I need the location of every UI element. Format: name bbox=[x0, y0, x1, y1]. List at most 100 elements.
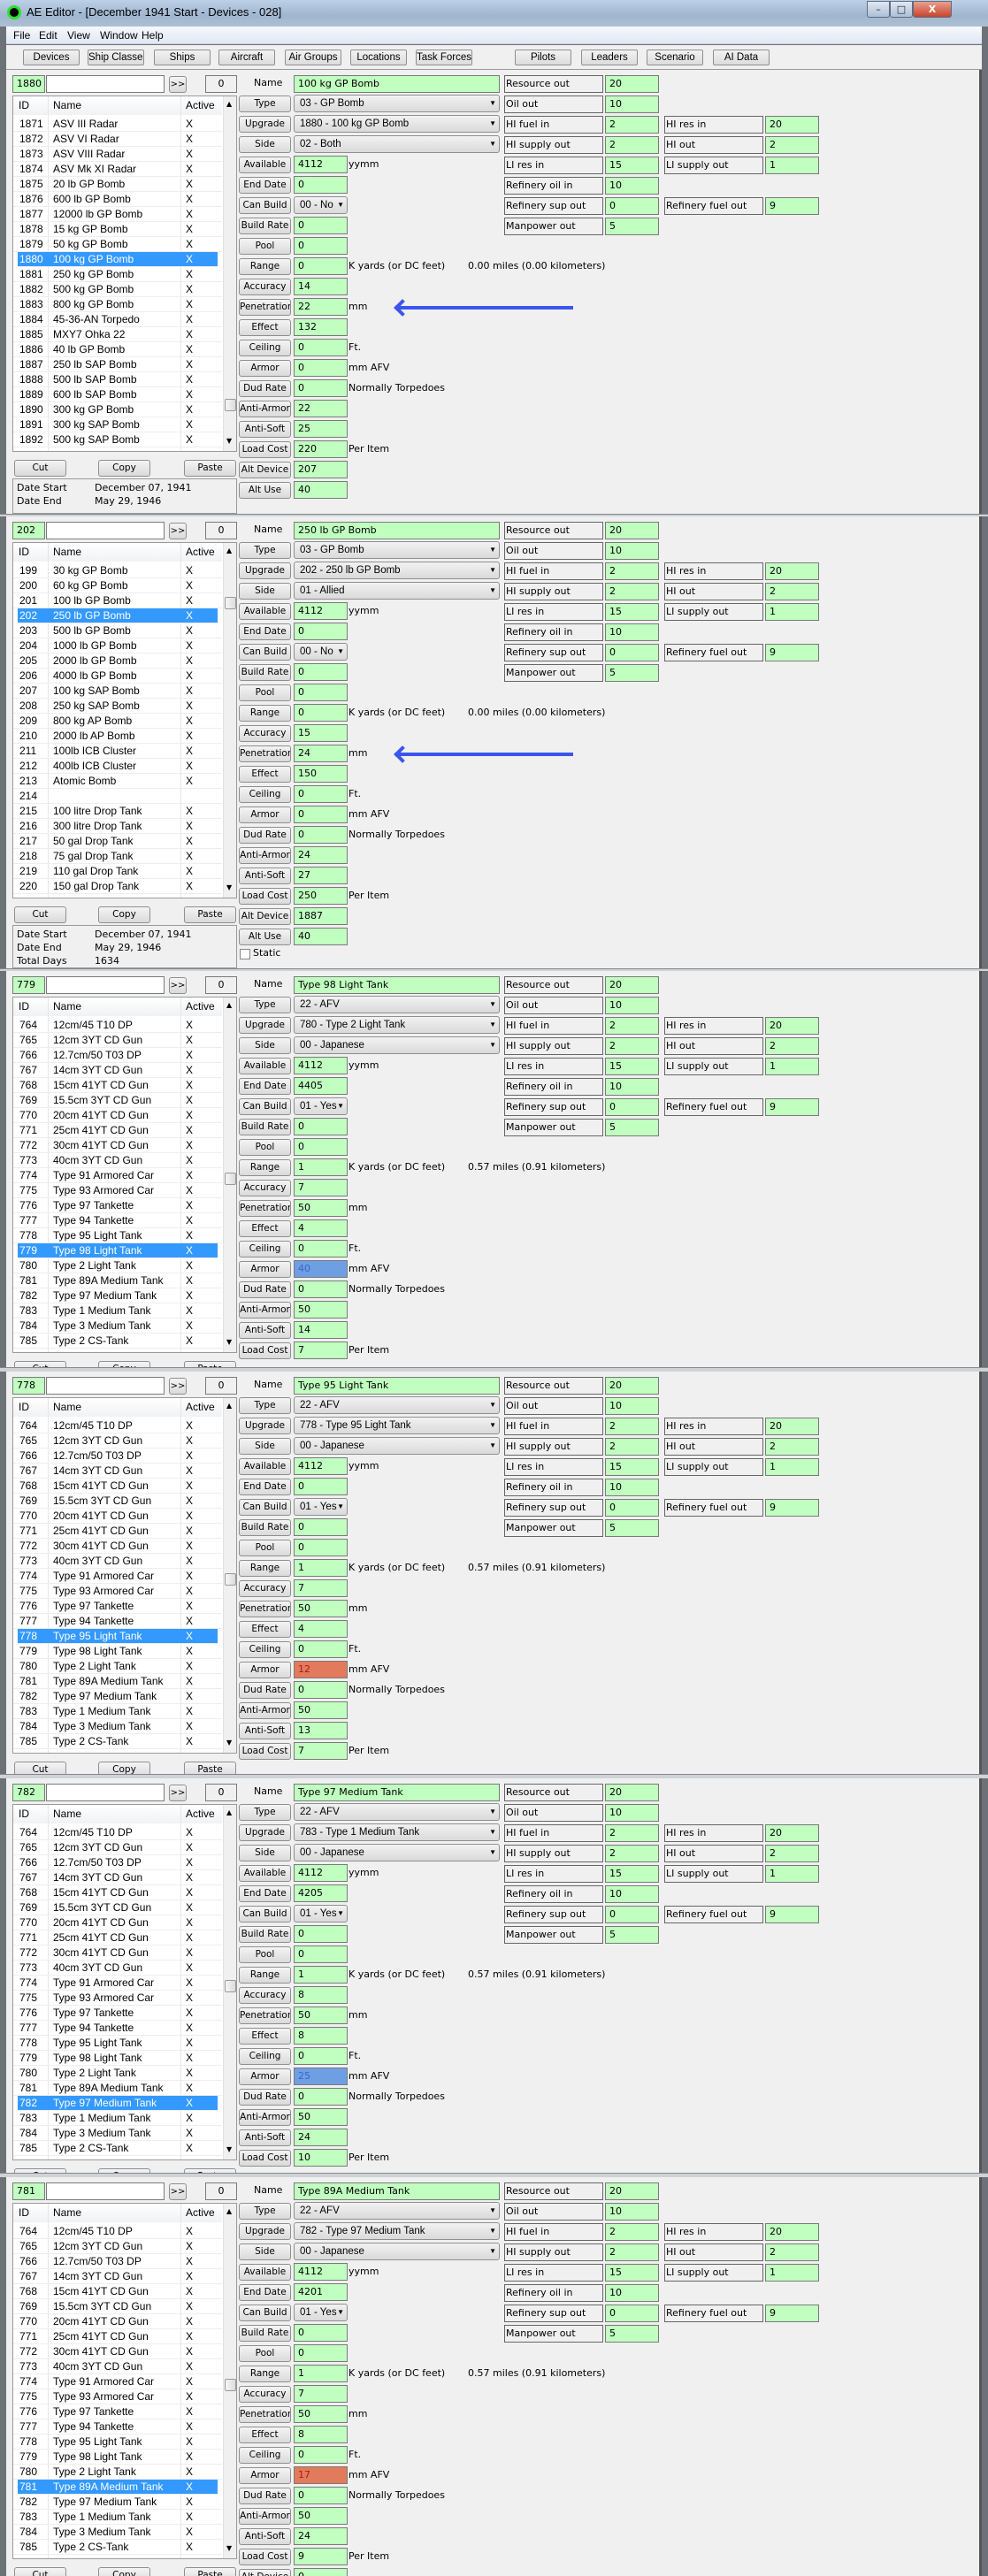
toolbar-air-groups[interactable]: Air Groups bbox=[285, 50, 341, 65]
field-penetration-input[interactable]: 50 bbox=[294, 1199, 348, 1217]
list-scrollbar[interactable]: ▲ ▼ bbox=[223, 1805, 236, 2159]
scroll-up-icon[interactable]: ▲ bbox=[226, 1001, 233, 1009]
field-accuracy-button[interactable]: Accuracy bbox=[239, 279, 291, 295]
resource-value-input[interactable]: 10 bbox=[605, 1479, 659, 1496]
field-upgrade-button[interactable]: Upgrade bbox=[239, 2223, 291, 2240]
list-row[interactable]: 779 Type 98 Light Tank X bbox=[13, 1644, 222, 1659]
list-row[interactable]: 778 Type 95 Light Tank X bbox=[13, 2036, 222, 2051]
list-row[interactable]: 779 Type 98 Light Tank X bbox=[13, 2450, 222, 2465]
resource-value-input[interactable]: 2 bbox=[605, 562, 659, 580]
list-row[interactable]: 769 15.5cm 3YT CD Gun X bbox=[13, 1093, 222, 1108]
field-accuracy-button[interactable]: Accuracy bbox=[239, 725, 291, 742]
field-end-date-input[interactable]: 0 bbox=[294, 623, 348, 640]
search-input[interactable] bbox=[46, 976, 165, 994]
list-header-id[interactable]: ID bbox=[19, 1000, 29, 1013]
device-name-field[interactable]: Type 95 Light Tank bbox=[294, 1377, 500, 1395]
resource-value-input[interactable]: 10 bbox=[605, 542, 659, 560]
scroll-down-icon[interactable]: ▼ bbox=[226, 437, 233, 445]
list-row[interactable]: 1879 50 kg GP Bomb X bbox=[13, 237, 222, 252]
resource-value-input[interactable]: 20 bbox=[605, 1784, 659, 1801]
field-effect-input[interactable]: 132 bbox=[294, 318, 348, 336]
field-dud-rate-button[interactable]: Dud Rate bbox=[239, 1281, 291, 1298]
resource-value-input[interactable]: 5 bbox=[605, 1519, 659, 1537]
list-row[interactable]: 785 Type 2 CS-Tank X bbox=[13, 1334, 222, 1349]
field-upgrade-button[interactable]: Upgrade bbox=[239, 562, 291, 579]
field-ceiling-input[interactable]: 0 bbox=[294, 1640, 348, 1658]
field-armor-button[interactable]: Armor bbox=[239, 360, 291, 377]
field-armor-input[interactable]: 0 bbox=[294, 806, 348, 823]
field-pool-input[interactable]: 0 bbox=[294, 237, 348, 255]
list-row[interactable]: 775 Type 93 Armored Car X bbox=[13, 1991, 222, 2006]
field-anti-armor-button[interactable]: Anti-Armor bbox=[239, 1302, 291, 1319]
field-end-date-button[interactable]: End Date bbox=[239, 1885, 291, 1902]
field-effect-button[interactable]: Effect bbox=[239, 2427, 291, 2443]
list-row[interactable]: 781 Type 89A Medium Tank X bbox=[13, 1273, 222, 1288]
scrollbar-thumb[interactable] bbox=[225, 2379, 236, 2391]
field-end-date-input[interactable]: 4201 bbox=[294, 2283, 348, 2301]
list-header-id[interactable]: ID bbox=[19, 1401, 29, 1413]
field-anti-soft-button[interactable]: Anti-Soft bbox=[239, 1723, 291, 1739]
field-can-build-button[interactable]: Can Build bbox=[239, 2305, 291, 2321]
field-armor-input[interactable]: 25 bbox=[294, 2068, 348, 2085]
field-dud-rate-input[interactable]: 0 bbox=[294, 379, 348, 397]
static-checkbox[interactable] bbox=[240, 949, 250, 959]
field-penetration-input[interactable]: 50 bbox=[294, 2405, 348, 2423]
list-row[interactable]: 767 14cm 3YT CD Gun X bbox=[13, 1063, 222, 1078]
list-row[interactable]: 777 Type 94 Tankette X bbox=[13, 1614, 222, 1629]
resource-value-input[interactable]: 2 bbox=[765, 1845, 819, 1862]
field-anti-soft-button[interactable]: Anti-Soft bbox=[239, 2528, 291, 2545]
field-alt-device-input[interactable]: 0 bbox=[294, 2568, 348, 2576]
list-row[interactable]: 764 12cm/45 T10 DP X bbox=[13, 1018, 222, 1033]
field-build-rate-button[interactable]: Build Rate bbox=[239, 664, 291, 681]
list-row[interactable]: 766 12.7cm/50 T03 DP X bbox=[13, 2254, 222, 2269]
list-cut-button[interactable]: Cut bbox=[14, 1762, 66, 1774]
resource-value-input[interactable]: 5 bbox=[605, 1119, 659, 1136]
field-available-input[interactable]: 4112 bbox=[294, 156, 348, 173]
field-upgrade-dropdown[interactable]: 783 - Type 1 Medium Tank ▼ bbox=[294, 1823, 500, 1841]
list-row[interactable]: 771 25cm 41YT CD Gun X bbox=[13, 1930, 222, 1945]
list-row[interactable]: 783 Type 1 Medium Tank X bbox=[13, 1704, 222, 1719]
list-row[interactable]: 774 Type 91 Armored Car X bbox=[13, 2374, 222, 2389]
resource-value-input[interactable]: 10 bbox=[605, 177, 659, 195]
list-header-active[interactable]: Active bbox=[186, 1000, 215, 1013]
field-pool-button[interactable]: Pool bbox=[239, 684, 291, 701]
field-can-build-dropdown[interactable]: 00 - No ▼ bbox=[294, 196, 348, 214]
list-row[interactable]: 1874 ASV Mk XI Radar X bbox=[13, 162, 222, 177]
field-end-date-button[interactable]: End Date bbox=[239, 1078, 291, 1095]
list-row[interactable]: 199 30 kg GP Bomb X bbox=[13, 563, 222, 578]
field-build-rate-input[interactable]: 0 bbox=[294, 2324, 348, 2342]
resource-value-input[interactable]: 10 bbox=[605, 623, 659, 641]
field-upgrade-dropdown[interactable]: 780 - Type 2 Light Tank ▼ bbox=[294, 1016, 500, 1034]
field-effect-button[interactable]: Effect bbox=[239, 766, 291, 783]
resource-value-input[interactable]: 9 bbox=[765, 1098, 819, 1116]
field-dud-rate-button[interactable]: Dud Rate bbox=[239, 2488, 291, 2504]
list-cut-button[interactable]: Cut bbox=[14, 2567, 66, 2576]
field-type-button[interactable]: Type bbox=[239, 1397, 291, 1414]
list-row[interactable]: 778 Type 95 Light Tank X bbox=[13, 2435, 222, 2450]
scroll-down-icon[interactable]: ▼ bbox=[226, 2145, 233, 2153]
field-type-button[interactable]: Type bbox=[239, 2203, 291, 2220]
field-available-input[interactable]: 4112 bbox=[294, 1457, 348, 1475]
field-range-button[interactable]: Range bbox=[239, 1560, 291, 1577]
field-load-cost-button[interactable]: Load Cost bbox=[239, 441, 291, 458]
list-row[interactable]: 784 Type 3 Medium Tank X bbox=[13, 1319, 222, 1334]
field-upgrade-button[interactable]: Upgrade bbox=[239, 1017, 291, 1034]
field-alt-use-button[interactable]: Alt Use bbox=[239, 929, 291, 945]
toolbar-aircraft[interactable]: Aircraft bbox=[218, 50, 275, 65]
resource-value-input[interactable]: 2 bbox=[605, 1845, 659, 1862]
list-row[interactable]: 784 Type 3 Medium Tank X bbox=[13, 1719, 222, 1734]
field-anti-armor-button[interactable]: Anti-Armor bbox=[239, 1702, 291, 1719]
field-anti-soft-input[interactable]: 25 bbox=[294, 420, 348, 438]
field-anti-soft-button[interactable]: Anti-Soft bbox=[239, 2129, 291, 2146]
field-range-input[interactable]: 1 bbox=[294, 1559, 348, 1577]
list-row[interactable]: 784 Type 3 Medium Tank X bbox=[13, 2126, 222, 2141]
field-anti-soft-input[interactable]: 24 bbox=[294, 2527, 348, 2545]
list-row[interactable]: 777 Type 94 Tankette X bbox=[13, 1213, 222, 1228]
resource-value-input[interactable]: 2 bbox=[605, 1418, 659, 1435]
field-side-dropdown[interactable]: 00 - Japanese ▼ bbox=[294, 1437, 500, 1455]
list-scrollbar[interactable]: ▲ ▼ bbox=[223, 96, 236, 451]
list-row[interactable]: 207 100 kg SAP Bomb X bbox=[13, 684, 222, 699]
toolbar-scenario[interactable]: Scenario bbox=[647, 50, 703, 65]
list-row[interactable]: 784 Type 3 Medium Tank X bbox=[13, 2525, 222, 2540]
field-type-button[interactable]: Type bbox=[239, 997, 291, 1013]
